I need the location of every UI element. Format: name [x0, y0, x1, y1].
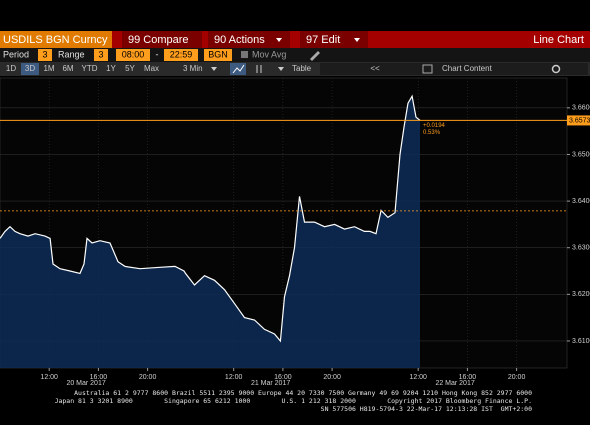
footer-line: Australia 61 2 9777 8600 Brazil 5511 239… [74, 389, 532, 397]
period-field[interactable] [38, 49, 52, 61]
x-tick-label: 12:00 [40, 374, 58, 381]
compare[interactable]: 99 Compare [128, 34, 189, 46]
span-button[interactable]: 6M [62, 64, 73, 73]
last-price-box [567, 115, 590, 126]
compare-button[interactable] [122, 31, 202, 48]
x-tick-label: 20:00 [508, 374, 526, 381]
x-tick-label: 12:00 [225, 374, 243, 381]
period-value[interactable]: 3 [42, 49, 47, 59]
range-label: Range [58, 49, 85, 59]
ticker-field[interactable] [0, 31, 112, 48]
span-button[interactable]: Max [144, 64, 159, 73]
dropdown-icon [276, 38, 282, 42]
x-tick-label: 20:00 [139, 374, 157, 381]
x-tick-label: 12:00 [409, 374, 427, 381]
span-button[interactable]: 1D [6, 64, 16, 73]
source[interactable]: BGN [208, 49, 228, 59]
chart-content-button[interactable]: Chart Content [442, 64, 493, 73]
y-tick-label: 3.6100 [572, 338, 590, 345]
date-label: 21 Mar 2017 [251, 380, 290, 387]
y-tick-label: 3.6400 [572, 198, 590, 205]
span-button[interactable]: 1Y [106, 64, 116, 73]
interval[interactable]: 3 Min [183, 64, 203, 73]
price-line [0, 94, 421, 343]
chart-content-icon [422, 64, 433, 74]
change-label: +0.0194 [423, 123, 446, 129]
start-time[interactable]: 08:00 [122, 49, 145, 59]
chart: 3.6100 3.6200 3.6300 3.6400 3.6500 3.6600 12:0… [0, 77, 590, 387]
footer-line: SN 577506 H819-5794-3 22-Mar-17 12:13:28… [321, 405, 532, 413]
edit-button[interactable] [300, 31, 368, 48]
pencil-icon[interactable] [310, 51, 320, 61]
source-field[interactable] [204, 49, 232, 61]
actions-button[interactable] [208, 31, 290, 48]
end-field[interactable] [164, 49, 198, 61]
table-button[interactable]: Table [292, 64, 312, 73]
dash: - [156, 49, 159, 59]
change-pct-label: 0.53% [423, 130, 441, 136]
actions[interactable]: 90 Actions [214, 34, 265, 46]
end-time[interactable]: 22:59 [170, 49, 193, 59]
span-buttons: 1D 3D 1M 6M YTD 1Y 5Y Max [6, 63, 159, 75]
edit[interactable]: 97 Edit [306, 34, 340, 46]
line-icon [232, 64, 245, 74]
x-tick-label: 16:00 [274, 374, 292, 381]
start-field[interactable] [116, 49, 150, 61]
collapse-button[interactable]: << [370, 64, 380, 73]
range-value[interactable]: 3 [98, 49, 103, 59]
x-tick-label: 16:00 [459, 374, 477, 381]
date-label: 20 Mar 2017 [66, 380, 105, 387]
dropdown-icon [278, 67, 284, 71]
view-name: Line Chart [533, 34, 584, 46]
y-tick-label: 3.6600 [572, 105, 590, 112]
mov-avg[interactable]: Mov Avg [252, 49, 286, 59]
settings-bar [0, 48, 590, 62]
footer-line: Japan 81 3 3201 8900 Singapore 65 6212 1… [55, 397, 532, 405]
dropdown-icon [211, 67, 217, 71]
last-price-label: 3.6573 [569, 117, 590, 124]
span-button[interactable]: 1M [43, 64, 54, 73]
span-selected [21, 63, 39, 75]
span-button[interactable]: 3D [25, 64, 35, 73]
x-tick-label: 20:00 [323, 374, 341, 381]
panel-bar [320, 63, 588, 75]
y-tick-label: 3.6200 [572, 291, 590, 298]
price-area [0, 96, 420, 368]
date-label: 22 Mar 2017 [435, 380, 474, 387]
y-tick-label: 3.6300 [572, 245, 590, 252]
x-tick-label: 16:00 [90, 374, 108, 381]
period-label: Period [3, 49, 29, 59]
span-button[interactable]: YTD [82, 64, 98, 73]
settings-icon[interactable] [551, 64, 561, 74]
dropdown-icon [354, 38, 360, 42]
checkbox[interactable] [241, 51, 248, 58]
range-field[interactable] [94, 49, 108, 61]
y-tick-label: 3.6500 [572, 151, 590, 158]
ticker[interactable]: USDILS BGN Curncy [3, 34, 108, 46]
span-button[interactable]: 5Y [125, 64, 135, 73]
